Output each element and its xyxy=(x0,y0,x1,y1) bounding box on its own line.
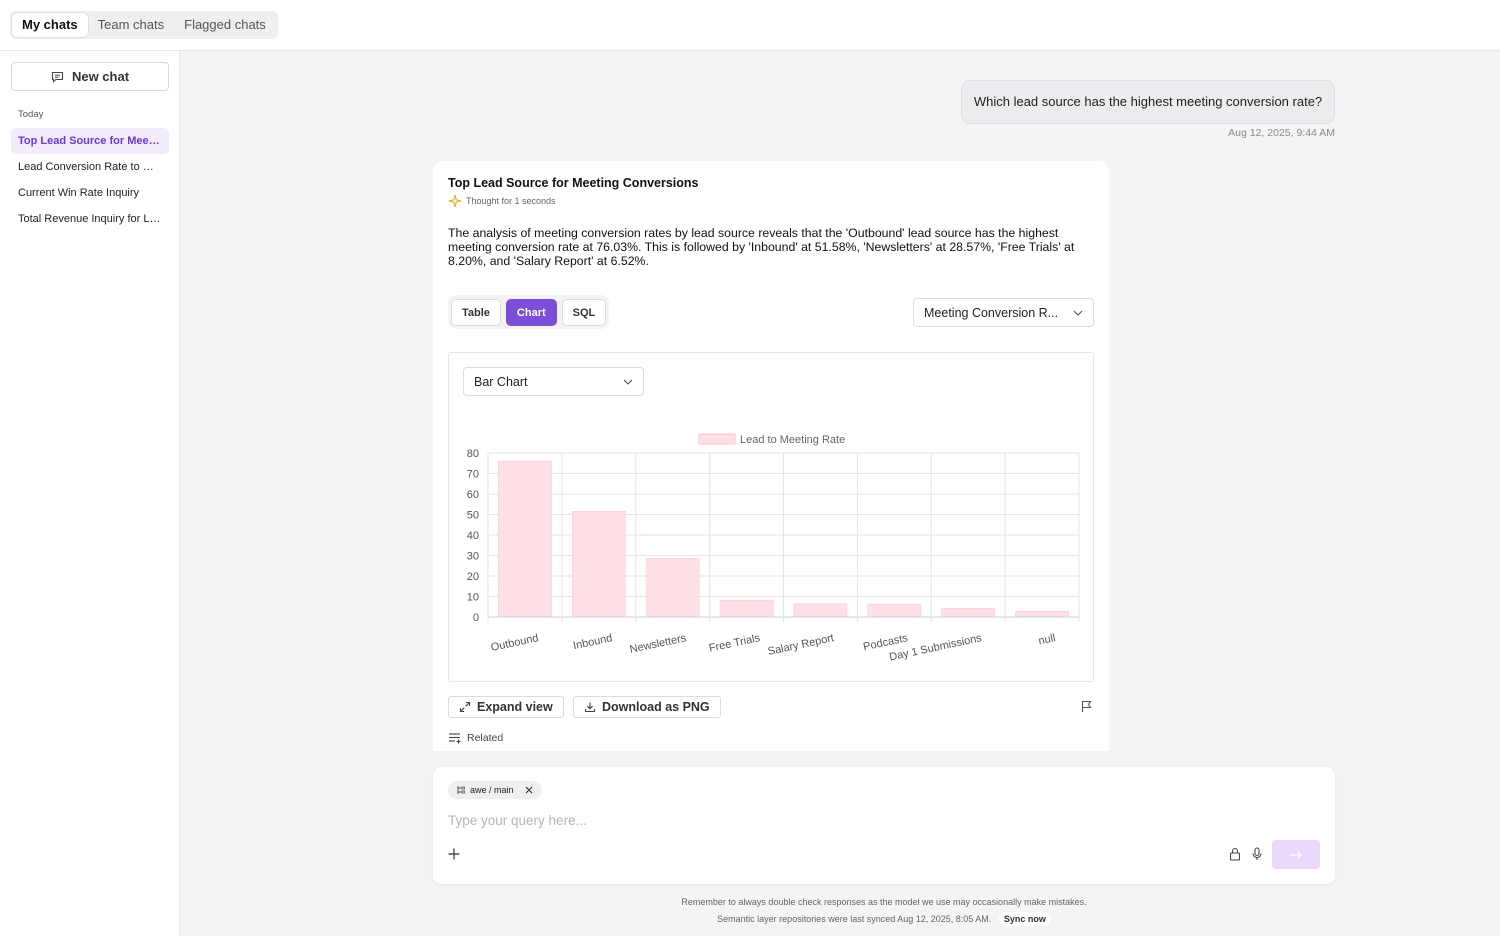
download-icon xyxy=(584,702,596,713)
conversation-item[interactable]: Current Win Rate Inquiry xyxy=(18,187,140,199)
query-input[interactable] xyxy=(448,809,1148,831)
thought-indicator: Thought for 1 seconds xyxy=(448,194,556,208)
query-composer: awe / main xyxy=(433,767,1335,884)
legend-swatch xyxy=(698,433,736,445)
sync-status-text: Semantic layer repositories were last sy… xyxy=(717,914,992,924)
y-tick-label: 10 xyxy=(467,592,479,604)
tab-flagged-chats[interactable]: Flagged chats xyxy=(184,17,266,32)
y-tick-label: 30 xyxy=(467,551,479,563)
conversation-list: Top Lead Source for Meeting Conversions … xyxy=(11,128,169,232)
x-tick-label: Free Trials xyxy=(708,632,762,655)
related-section[interactable]: Related xyxy=(448,732,503,744)
chat-scope-tabs: My chats Team chats Flagged chats xyxy=(10,11,278,39)
chevron-down-icon xyxy=(623,379,633,385)
x-tick-label: Outbound xyxy=(490,632,540,654)
expand-view-label: Expand view xyxy=(477,700,553,714)
sync-now-button[interactable]: Sync now xyxy=(998,912,1051,926)
chart-type-value: Bar Chart xyxy=(474,374,528,389)
x-tick-label: Newsletters xyxy=(629,632,688,656)
chevron-down-icon xyxy=(1073,310,1083,316)
user-message-bubble: Which lead source has the highest meetin… xyxy=(961,80,1335,124)
y-tick-label: 50 xyxy=(467,510,479,522)
lock-button[interactable] xyxy=(1229,847,1241,866)
tab-my-chats[interactable]: My chats xyxy=(12,13,88,37)
tab-table[interactable]: Table xyxy=(451,298,501,326)
list-icon xyxy=(449,733,461,744)
bar xyxy=(941,608,996,618)
legend-label: Lead to Meeting Rate xyxy=(740,434,845,446)
sidebar: New chat Today Top Lead Source for Meeti… xyxy=(0,51,180,936)
chart-container: Bar Chart Lead to Meeting Rate 0 10 20 30 40 5… xyxy=(448,352,1094,682)
microphone-button[interactable] xyxy=(1251,847,1263,866)
y-tick-label: 60 xyxy=(467,489,479,501)
x-tick-label: null xyxy=(1037,632,1056,647)
metric-select-value: Meeting Conversion R... xyxy=(924,305,1059,320)
branch-icon xyxy=(457,786,465,794)
new-chat-button[interactable]: New chat xyxy=(11,62,169,91)
y-tick-label: 20 xyxy=(467,571,479,583)
y-tick-label: 0 xyxy=(473,612,479,624)
lock-icon xyxy=(1229,847,1241,861)
answer-card: Top Lead Source for Meeting Conversions … xyxy=(433,161,1109,751)
user-message-timestamp: Aug 12, 2025, 9:44 AM xyxy=(1228,127,1335,139)
microphone-icon xyxy=(1252,847,1262,860)
bar xyxy=(867,603,922,618)
chat-bubble-icon xyxy=(51,71,64,83)
bar xyxy=(498,460,552,618)
x-tick-label: Salary Report xyxy=(767,632,835,658)
metric-select[interactable]: Meeting Conversion R... xyxy=(913,298,1094,327)
y-tick-label: 70 xyxy=(467,469,479,481)
y-tick-label: 40 xyxy=(467,530,479,542)
tab-sql[interactable]: SQL xyxy=(561,298,607,326)
y-tick-label: 80 xyxy=(467,448,479,460)
chart-type-select[interactable]: Bar Chart xyxy=(463,367,644,396)
new-chat-label: New chat xyxy=(71,69,130,84)
tab-team-chats[interactable]: Team chats xyxy=(97,17,165,32)
bar xyxy=(1015,611,1069,618)
send-button[interactable] xyxy=(1272,840,1320,869)
branch-chip[interactable]: awe / main xyxy=(448,781,542,799)
flag-icon xyxy=(1081,700,1092,712)
section-label-today: Today xyxy=(18,109,44,120)
result-view-tabs: Table Chart SQL xyxy=(448,295,610,329)
plus-icon xyxy=(448,848,460,860)
thought-label: Thought for 1 seconds xyxy=(466,196,556,206)
expand-icon xyxy=(459,701,471,713)
close-icon[interactable] xyxy=(524,785,534,795)
answer-summary: The analysis of meeting conversion rates… xyxy=(448,226,1075,268)
top-bar: My chats Team chats Flagged chats xyxy=(0,0,1500,51)
bar xyxy=(571,511,626,618)
expand-view-button[interactable]: Expand view xyxy=(448,696,564,718)
download-png-label: Download as PNG xyxy=(602,700,710,714)
bar-chart: Lead to Meeting Rate 0 10 20 30 40 50 60 70 80 Out… xyxy=(467,433,1080,664)
add-attachment-button[interactable] xyxy=(447,847,461,866)
branch-chip-label: awe / main xyxy=(470,785,514,795)
disclaimer-text: Remember to always double check response… xyxy=(681,897,1087,907)
arrow-right-icon xyxy=(1290,850,1302,859)
answer-title: Top Lead Source for Meeting Conversions xyxy=(448,176,699,190)
conversation-item[interactable]: Top Lead Source for Meeting Conversions xyxy=(11,128,169,154)
bar xyxy=(793,603,848,618)
x-tick-label: Inbound xyxy=(572,632,613,652)
sparkle-icon xyxy=(448,194,462,208)
sync-status: Semantic layer repositories were last sy… xyxy=(433,912,1335,926)
related-label: Related xyxy=(467,732,504,744)
bar xyxy=(645,558,700,618)
conversation-item[interactable]: Total Revenue Inquiry for Last Quarter xyxy=(18,213,169,225)
conversation-item[interactable]: Lead Conversion Rate to Opportunity xyxy=(18,161,169,173)
download-png-button[interactable]: Download as PNG xyxy=(573,696,721,718)
flag-button[interactable] xyxy=(1080,700,1093,718)
tab-chart[interactable]: Chart xyxy=(505,298,557,326)
bar xyxy=(719,599,774,618)
